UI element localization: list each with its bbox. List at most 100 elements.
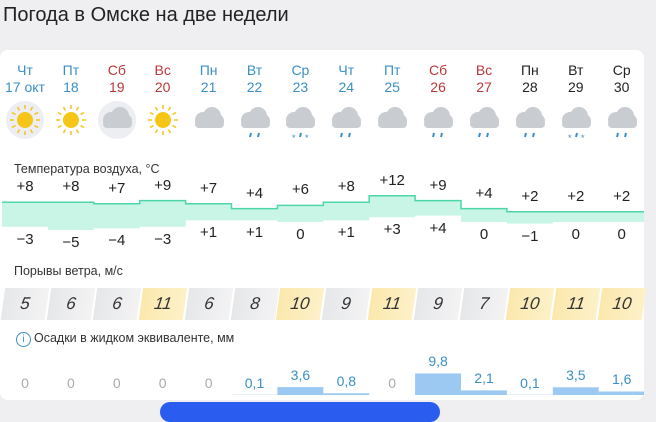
temp-high: +2 <box>553 188 599 205</box>
day-date[interactable]: 24 <box>323 79 369 95</box>
day-date[interactable]: 20 <box>140 79 186 95</box>
sun-icon <box>48 100 94 144</box>
day-of-week[interactable]: Вт <box>553 62 599 78</box>
precip-value: 1,6 <box>599 371 645 387</box>
wind-gust-value: 6 <box>93 288 141 320</box>
temp-low: 0 <box>553 226 599 243</box>
day-of-week[interactable]: Вс <box>140 62 186 78</box>
day-date[interactable]: 28 <box>507 79 553 95</box>
wind-gust-value: 8 <box>230 288 278 320</box>
day-of-week[interactable]: Чт <box>323 62 369 78</box>
temp-low: +1 <box>323 224 369 241</box>
temp-low: −5 <box>48 234 94 251</box>
temp-low: 0 <box>599 226 645 243</box>
cloud-rain-icon <box>323 100 369 144</box>
day-of-week[interactable]: Пт <box>369 62 415 78</box>
svg-text:*: * <box>568 133 572 143</box>
precip-value: 9,8 <box>415 353 461 369</box>
precip-value: 0,8 <box>323 373 369 389</box>
day-of-week[interactable]: Ср <box>277 62 323 78</box>
partly-cloudy-icon <box>94 100 140 144</box>
day-of-week[interactable]: Чт <box>2 62 48 78</box>
day-date[interactable]: 23 <box>277 79 323 95</box>
precip-bar <box>415 373 461 395</box>
temp-high: +7 <box>186 180 232 197</box>
cloud-rain-icon <box>461 100 507 144</box>
precip-bar <box>461 390 507 395</box>
wind-gust-value: 10 <box>597 288 645 320</box>
precip-bar <box>553 387 599 395</box>
temp-high: +8 <box>2 178 48 195</box>
temp-high: +9 <box>415 177 461 194</box>
cloud-rain-icon <box>599 100 645 144</box>
day-date[interactable]: 18 <box>48 79 94 95</box>
day-of-week[interactable]: Вс <box>461 62 507 78</box>
forecast-card: Температура воздуха, °C Порывы ветра, м/… <box>0 50 644 400</box>
sun-icon <box>2 100 48 144</box>
precip-value: 2,1 <box>461 370 507 386</box>
wind-gust-value: 7 <box>460 288 508 320</box>
page-title: Погода в Омске на две недели <box>3 4 289 27</box>
temp-low: −4 <box>94 232 140 249</box>
precip-value: 0 <box>369 375 415 391</box>
precip-value: 3,6 <box>277 367 323 383</box>
precip-bar <box>323 393 369 395</box>
day-date[interactable]: 22 <box>232 79 278 95</box>
temp-high: +4 <box>461 185 507 202</box>
wind-gust-value: 6 <box>47 288 95 320</box>
wind-gust-value: 9 <box>322 288 370 320</box>
temp-low: +4 <box>415 220 461 237</box>
temp-high: +8 <box>48 178 94 195</box>
wind-gust-value: 11 <box>138 288 186 320</box>
temp-label: Температура воздуха, °C <box>14 162 160 176</box>
temp-low: −3 <box>2 231 48 248</box>
day-of-week[interactable]: Пт <box>48 62 94 78</box>
cloud-rain-icon <box>232 100 278 144</box>
svg-text:*: * <box>581 133 585 143</box>
day-of-week[interactable]: Пн <box>507 62 553 78</box>
more-button[interactable] <box>160 402 440 422</box>
temp-high: +2 <box>507 188 553 205</box>
wind-gust-value: 9 <box>414 288 462 320</box>
cloud-icon <box>369 100 415 144</box>
precip-value: 0 <box>2 375 48 391</box>
temp-high: +6 <box>277 181 323 198</box>
day-date[interactable]: 30 <box>599 79 645 95</box>
day-of-week[interactable]: Сб <box>415 62 461 78</box>
day-date[interactable]: 17 окт <box>2 79 48 95</box>
svg-text:*: * <box>292 133 296 143</box>
cloud-rain-icon <box>415 100 461 144</box>
wind-gust-value: 11 <box>552 288 600 320</box>
temp-low: 0 <box>461 226 507 243</box>
precip-bar <box>599 391 644 395</box>
day-date[interactable]: 26 <box>415 79 461 95</box>
precip-label-text: Осадки в жидком эквиваленте, мм <box>34 331 234 345</box>
wind-gust-value: 10 <box>276 288 324 320</box>
day-of-week[interactable]: Вт <box>232 62 278 78</box>
temp-low: −1 <box>507 228 553 245</box>
precip-value: 0 <box>94 375 140 391</box>
day-date[interactable]: 19 <box>94 79 140 95</box>
temp-low: +1 <box>186 224 232 241</box>
day-date[interactable]: 27 <box>461 79 507 95</box>
cloud-sleet-icon: ** <box>277 100 323 144</box>
wind-label: Порывы ветра, м/с <box>14 264 123 278</box>
day-date[interactable]: 25 <box>369 79 415 95</box>
day-of-week[interactable]: Сб <box>94 62 140 78</box>
day-date[interactable]: 29 <box>553 79 599 95</box>
cloud-sleet-icon: ** <box>553 100 599 144</box>
precip-value: 0 <box>186 375 232 391</box>
day-date[interactable]: 21 <box>186 79 232 95</box>
temp-high: +8 <box>323 178 369 195</box>
wind-gust-value: 10 <box>506 288 554 320</box>
precip-value: 0 <box>48 375 94 391</box>
sun-icon <box>140 100 186 144</box>
temp-high: +12 <box>369 172 415 189</box>
precip-value: 0 <box>140 375 186 391</box>
cloud-icon <box>186 100 232 144</box>
info-icon[interactable]: i <box>16 332 31 347</box>
day-of-week[interactable]: Пн <box>186 62 232 78</box>
cloud-rain-icon <box>507 100 553 144</box>
day-of-week[interactable]: Ср <box>599 62 645 78</box>
